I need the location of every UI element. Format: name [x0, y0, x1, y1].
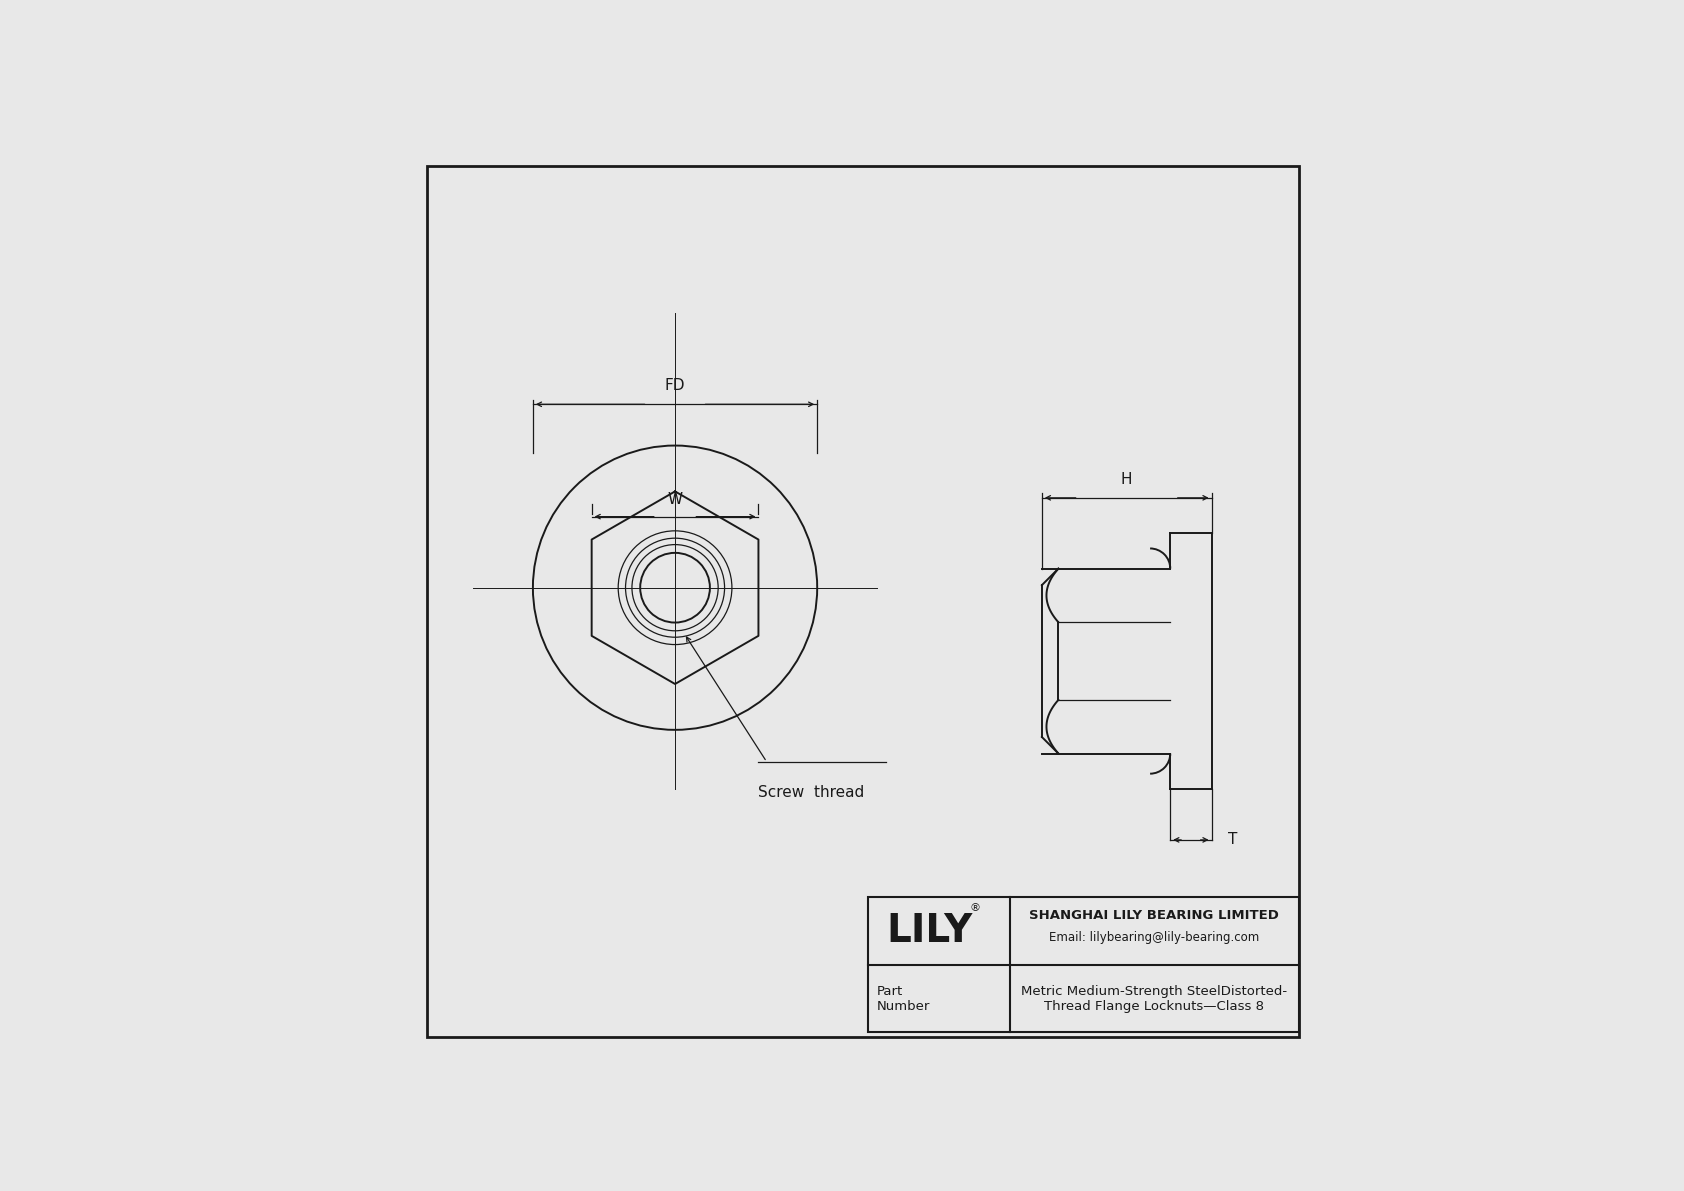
Bar — [867, 897, 1298, 1033]
Text: FD: FD — [665, 379, 685, 393]
Text: Email: lilybearing@lily-bearing.com: Email: lilybearing@lily-bearing.com — [1049, 930, 1260, 943]
Text: Screw  thread: Screw thread — [758, 785, 864, 800]
Text: W: W — [667, 492, 682, 507]
Text: SHANGHAI LILY BEARING LIMITED: SHANGHAI LILY BEARING LIMITED — [1029, 909, 1280, 922]
Text: T: T — [1228, 833, 1238, 847]
Text: Metric Medium-Strength SteelDistorted-
Thread Flange Locknuts—Class 8: Metric Medium-Strength SteelDistorted- T… — [1021, 985, 1287, 1012]
Text: ®: ® — [970, 903, 980, 912]
Text: Part
Number: Part Number — [877, 985, 930, 1012]
Text: H: H — [1122, 472, 1132, 487]
Text: LILY: LILY — [886, 911, 973, 949]
